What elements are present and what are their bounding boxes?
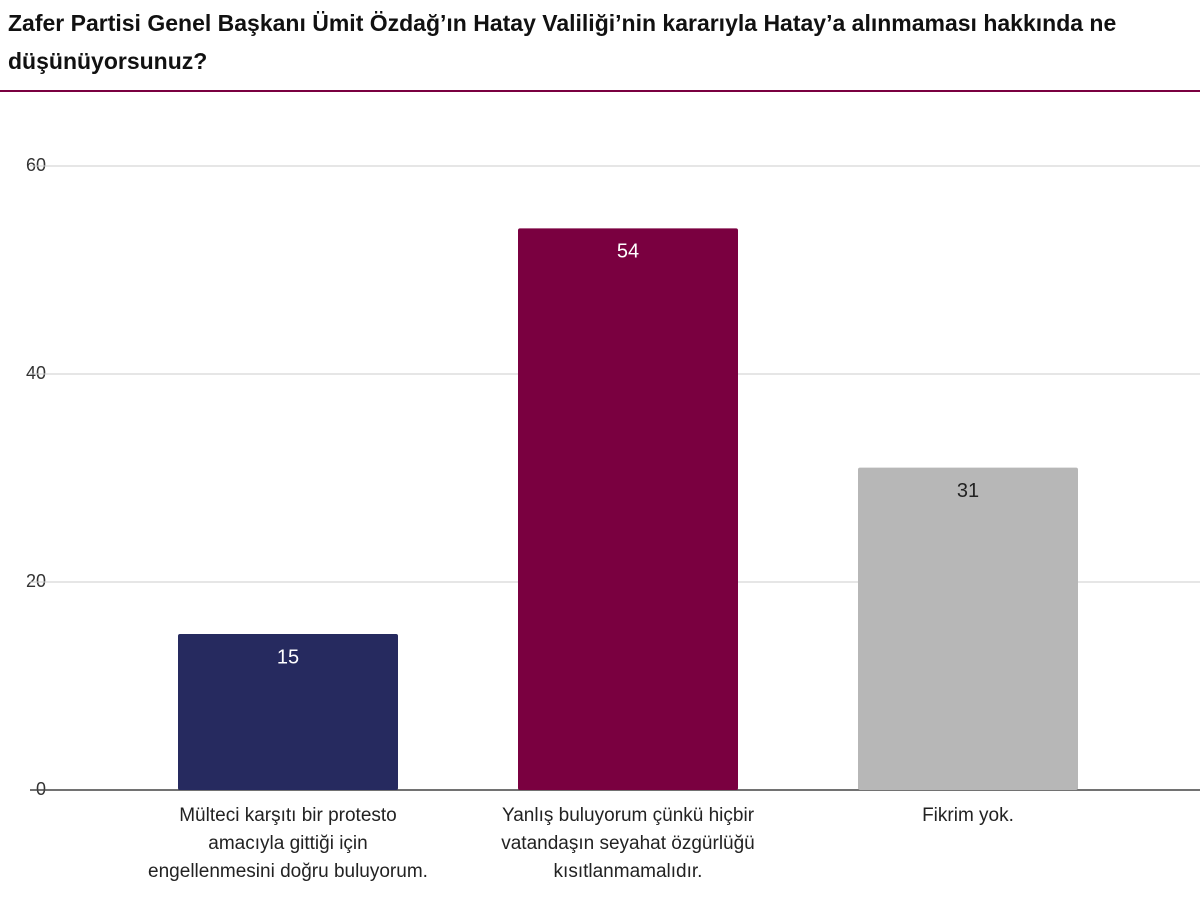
- y-tick-label: 40: [26, 363, 46, 383]
- y-tick-label: 20: [26, 571, 46, 591]
- title-rule: [0, 90, 1200, 92]
- value-label: 15: [277, 646, 299, 668]
- bar: [858, 467, 1078, 790]
- y-tick-label: 60: [26, 155, 46, 175]
- x-tick-label: Fikrim yok.: [922, 805, 1014, 826]
- x-tick-label: Mülteci karşıtı bir protesto amacıyla gi…: [148, 805, 428, 882]
- value-label: 54: [617, 241, 639, 263]
- bar: [518, 228, 738, 790]
- bar: [178, 634, 398, 790]
- chart-title: Zafer Partisi Genel Başkanı Ümit Özdağ’ı…: [8, 10, 1117, 74]
- value-label: 31: [957, 480, 979, 502]
- x-tick-label: Yanlış buluyorum çünkü hiçbir vatandaşın…: [501, 805, 755, 882]
- y-tick-label: 0: [36, 779, 46, 799]
